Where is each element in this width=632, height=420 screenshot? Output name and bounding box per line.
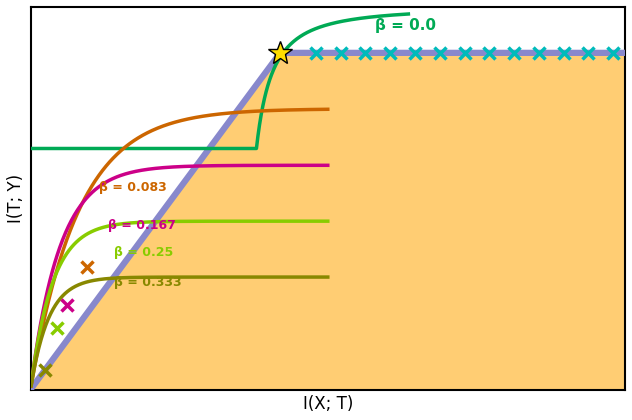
Text: β = 0.333: β = 0.333 (114, 276, 181, 289)
Text: β = 0.083: β = 0.083 (99, 181, 167, 194)
Polygon shape (30, 53, 625, 389)
Text: β = 0.0: β = 0.0 (375, 18, 436, 33)
Y-axis label: I(T; Y): I(T; Y) (7, 173, 25, 223)
Text: β = 0.25: β = 0.25 (114, 246, 173, 259)
X-axis label: I(X; T): I(X; T) (303, 395, 353, 413)
Text: β = 0.167: β = 0.167 (108, 219, 176, 232)
